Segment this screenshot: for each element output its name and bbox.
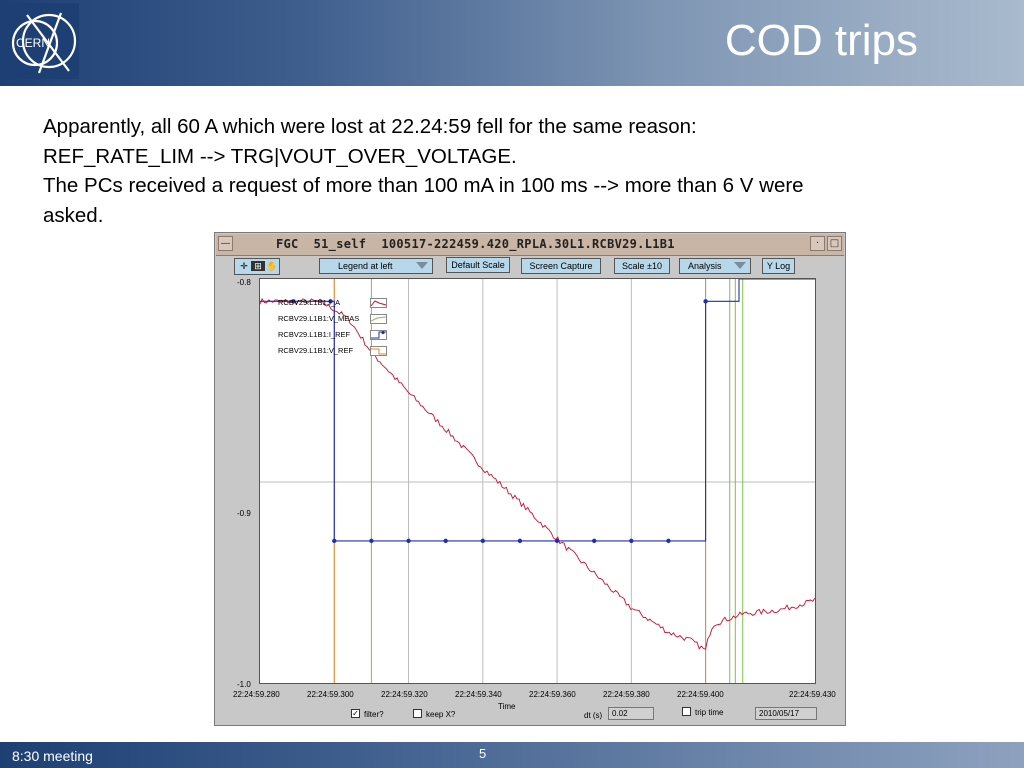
ylog-toggle-button[interactable]: Y Log — [762, 258, 795, 274]
series-i-ref-marker — [332, 538, 337, 544]
legend-label: RCBV29.L1B1:V_MEAS — [278, 314, 360, 323]
keep-x-checkbox[interactable] — [413, 709, 422, 718]
y-tick-label: -0.9 — [237, 509, 251, 518]
legend-swatch-v-meas[interactable] — [370, 314, 387, 324]
legend-dropdown-label: Legend at left — [338, 261, 393, 271]
cern-logo-text: CERN — [16, 36, 50, 50]
filter-checkbox[interactable]: ✓ — [351, 709, 360, 718]
maximize-button[interactable]: □ — [827, 236, 842, 251]
legend-entry-i-a: RCBV29.L1B1:I_A — [278, 298, 340, 307]
fgc-plot-window: — FGC 51_self 100517-222459.420_RPLA.30L… — [214, 232, 846, 726]
y-tick-label: -0.8 — [237, 278, 251, 287]
trip-time-checkbox[interactable] — [682, 707, 691, 716]
cern-logo-icon: CERN — [5, 3, 79, 79]
series-i-ref-marker — [406, 538, 411, 544]
plot-area[interactable]: RCBV29.L1B1:I_A RCBV29.L1B1:V_MEAS RCBV2… — [259, 278, 816, 684]
series-i-ref-marker — [480, 538, 485, 544]
series-i-ref-marker — [629, 538, 634, 544]
legend-label: RCBV29.L1B1:I_REF — [278, 330, 351, 339]
x-tick-label: 22:24:59.320 — [381, 690, 428, 699]
x-axis-title: Time — [498, 702, 516, 711]
chevron-down-icon — [734, 262, 746, 269]
series-i-ref-marker — [592, 538, 597, 544]
legend-swatch-i-a[interactable] — [370, 298, 387, 308]
series-i-ref-marker — [328, 299, 333, 304]
series-i-ref-marker — [703, 299, 708, 304]
series-i-ref-marker — [517, 538, 523, 544]
dt-label: dt (s) — [584, 711, 603, 720]
body-line-4: asked. — [43, 203, 104, 227]
date-field[interactable]: 2010/05/17 — [755, 707, 817, 720]
filter-label: filter? — [364, 710, 384, 719]
chevron-down-icon — [416, 262, 428, 269]
legend-swatch-v-ref[interactable] — [370, 346, 387, 356]
x-tick-label: 22:24:59.280 — [233, 690, 280, 699]
series-i-ref-marker — [369, 538, 374, 544]
scale-button[interactable]: Scale ±10 — [614, 258, 670, 274]
plot-canvas[interactable] — [260, 279, 816, 684]
series-i-ref-marker — [554, 538, 560, 544]
legend-position-dropdown[interactable]: Legend at left — [319, 258, 433, 274]
keep-x-label: keep X? — [426, 710, 456, 719]
crosshair-icon[interactable]: ✛ — [240, 261, 248, 271]
slide-title: COD trips — [724, 16, 918, 65]
analysis-dropdown[interactable]: Analysis — [679, 258, 751, 274]
y-tick-label: -1.0 — [237, 680, 251, 689]
default-scale-button[interactable]: Default Scale — [446, 257, 510, 273]
legend-entry-v-meas: RCBV29.L1B1:V_MEAS — [278, 314, 359, 323]
analysis-dropdown-label: Analysis — [688, 261, 722, 271]
series-i-ref-marker — [291, 299, 296, 304]
x-tick-label: 22:24:59.430 — [789, 690, 836, 699]
trip-time-label: trip time — [695, 708, 724, 717]
x-tick-label: 22:24:59.400 — [677, 690, 724, 699]
x-tick-label: 22:24:59.380 — [603, 690, 650, 699]
slide-body-text: Apparently, all 60 A which were lost at … — [43, 112, 943, 230]
pan-hand-icon[interactable]: ✋ — [266, 261, 278, 271]
fgc-window-title: FGC 51_self 100517-222459.420_RPLA.30L1.… — [276, 237, 675, 251]
legend-label: RCBV29.L1B1:I_A — [278, 298, 341, 307]
body-line-1: Apparently, all 60 A which were lost at … — [43, 115, 697, 138]
x-tick-label: 22:24:59.340 — [455, 690, 502, 699]
x-tick-label: 22:24:59.300 — [307, 690, 354, 699]
slide-footer: 8:30 meeting 5 — [0, 742, 1024, 768]
zoom-tools-group: ✛ ⊞ ✋ — [234, 258, 280, 275]
slide-header: CERN COD trips — [0, 0, 1024, 86]
window-menu-button[interactable]: — — [218, 236, 233, 251]
fgc-titlebar: — FGC 51_self 100517-222459.420_RPLA.30L… — [216, 234, 844, 256]
zoom-box-icon[interactable]: ⊞ — [251, 261, 265, 271]
minimize-button[interactable]: · — [810, 236, 825, 251]
series-i-ref-marker — [666, 538, 671, 544]
screen-capture-button[interactable]: Screen Capture — [521, 258, 601, 274]
page-number: 5 — [479, 746, 487, 761]
legend-swatch-i-ref[interactable] — [370, 330, 387, 340]
body-line-3: The PCs received a request of more than … — [43, 174, 804, 197]
dt-input[interactable]: 0.02 — [608, 707, 654, 720]
legend-entry-v-ref: RCBV29.L1B1:V_REF — [278, 346, 353, 355]
series-i-a — [260, 297, 815, 650]
x-tick-label: 22:24:59.360 — [529, 690, 576, 699]
legend-entry-i-ref: RCBV29.L1B1:I_REF — [278, 330, 350, 339]
body-line-2: REF_RATE_LIM --> TRG|VOUT_OVER_VOLTAGE. — [43, 144, 517, 168]
legend-label: RCBV29.L1B1:V_REF — [278, 346, 354, 355]
series-i-ref-marker — [443, 538, 448, 544]
footer-meeting-label: 8:30 meeting — [12, 748, 93, 764]
